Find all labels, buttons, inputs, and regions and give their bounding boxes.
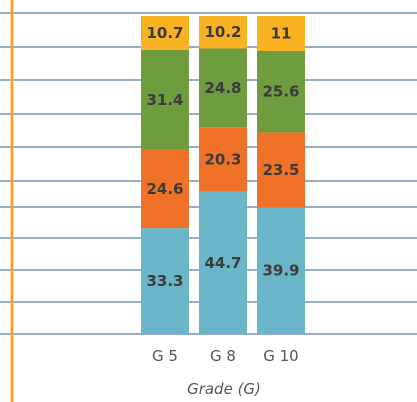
bar-segment bbox=[199, 16, 247, 49]
data-labels: 33.3 24.6 31.4 10.7 44.7 20.3 24.8 10.2 39.9 23.5… bbox=[146, 23, 299, 290]
x-tick-label: G 5 bbox=[152, 347, 178, 365]
data-label: 39.9 bbox=[262, 262, 299, 280]
bars bbox=[141, 16, 305, 334]
data-label: 24.6 bbox=[146, 180, 183, 198]
data-label: 44.7 bbox=[204, 254, 241, 272]
bar-segment bbox=[199, 127, 247, 192]
bar-segment bbox=[141, 16, 189, 51]
data-label: 10.2 bbox=[204, 23, 241, 41]
bar-segment bbox=[199, 48, 247, 128]
data-label: 23.5 bbox=[262, 161, 299, 179]
bar-segment bbox=[141, 228, 189, 334]
bar-segment bbox=[141, 149, 189, 229]
x-tick-label: G 8 bbox=[210, 347, 236, 365]
bar-segment bbox=[141, 50, 189, 150]
x-axis-title: Grade (G) bbox=[187, 380, 261, 398]
data-label: 33.3 bbox=[146, 272, 183, 290]
bar-segment bbox=[257, 50, 305, 133]
bar-segment bbox=[257, 207, 305, 334]
bar-segment bbox=[257, 16, 305, 51]
bar-segment bbox=[199, 191, 247, 334]
data-label: 24.8 bbox=[204, 79, 241, 97]
x-tick-label: G 10 bbox=[263, 347, 298, 365]
data-label: 10.7 bbox=[146, 24, 183, 42]
data-label: 31.4 bbox=[146, 91, 183, 109]
data-label: 11 bbox=[271, 24, 292, 42]
data-label: 20.3 bbox=[204, 151, 241, 169]
data-label: 25.6 bbox=[262, 83, 299, 101]
bar-segment bbox=[257, 132, 305, 208]
x-tick-labels: G 5 G 8 G 10 bbox=[152, 347, 299, 365]
